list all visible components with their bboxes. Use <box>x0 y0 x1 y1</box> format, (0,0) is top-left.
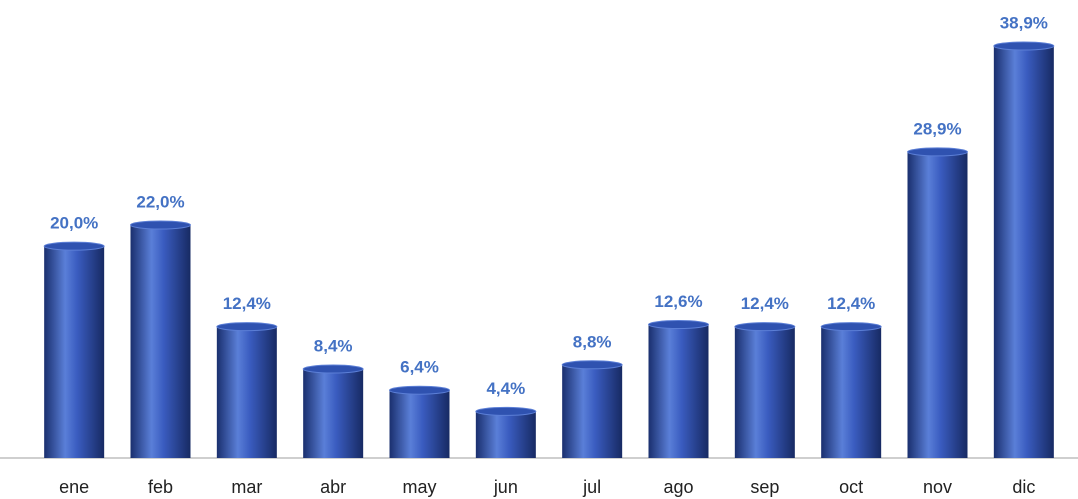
bar-cap <box>43 241 105 251</box>
value-label: 4,4% <box>486 379 525 398</box>
bar <box>648 324 709 458</box>
bar <box>44 246 105 458</box>
bar <box>475 411 536 458</box>
x-tick-label: feb <box>148 477 173 497</box>
x-tick-label: mar <box>231 477 262 497</box>
x-tick-label: may <box>402 477 436 497</box>
bar-cap <box>561 360 623 370</box>
x-tick-label: dic <box>1012 477 1035 497</box>
bar-cap <box>389 385 450 395</box>
bar <box>216 326 277 458</box>
x-tick-label: nov <box>923 477 952 497</box>
bar-cap <box>130 220 191 230</box>
bar-cap <box>302 364 364 374</box>
bar <box>303 369 364 458</box>
x-tick-label: ene <box>59 477 89 497</box>
value-label: 20,0% <box>50 214 98 233</box>
x-tick-label: sep <box>750 477 779 497</box>
x-tick-label: jun <box>493 477 518 497</box>
bar <box>130 224 191 458</box>
bar-cap <box>475 406 537 416</box>
bar-cap <box>734 322 796 332</box>
value-label: 38,9% <box>1000 13 1048 32</box>
bar <box>562 364 623 458</box>
bar <box>734 326 795 458</box>
value-label: 6,4% <box>400 358 439 377</box>
bar <box>993 46 1054 458</box>
value-label: 12,4% <box>741 294 789 313</box>
x-tick-label: abr <box>320 477 346 497</box>
value-label: 8,8% <box>573 332 612 351</box>
bar <box>907 151 968 458</box>
value-label: 22,0% <box>136 192 184 211</box>
x-tick-label: jul <box>582 477 601 497</box>
value-label: 12,4% <box>827 294 875 313</box>
bar-cap <box>216 322 278 332</box>
bar <box>389 390 450 458</box>
value-label: 12,4% <box>223 294 271 313</box>
x-tick-label: oct <box>839 477 863 497</box>
x-tick-label: ago <box>663 477 693 497</box>
bar-cap <box>820 322 882 332</box>
value-label: 28,9% <box>913 119 961 138</box>
bar <box>821 326 882 458</box>
value-label: 12,6% <box>654 292 702 311</box>
value-label: 8,4% <box>314 337 353 356</box>
bar-cap <box>648 320 709 330</box>
bar-cap <box>907 147 968 157</box>
bar-cap <box>993 41 1055 51</box>
